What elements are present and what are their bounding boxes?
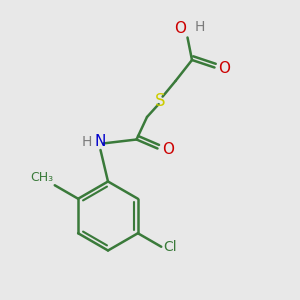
Text: S: S bbox=[155, 92, 166, 110]
Text: H: H bbox=[195, 20, 206, 34]
Text: H: H bbox=[82, 134, 92, 148]
Text: Cl: Cl bbox=[163, 240, 176, 254]
Text: O: O bbox=[174, 21, 186, 36]
Text: O: O bbox=[218, 61, 230, 76]
Text: O: O bbox=[162, 142, 174, 158]
Text: N: N bbox=[95, 134, 106, 148]
Text: CH₃: CH₃ bbox=[30, 171, 53, 184]
